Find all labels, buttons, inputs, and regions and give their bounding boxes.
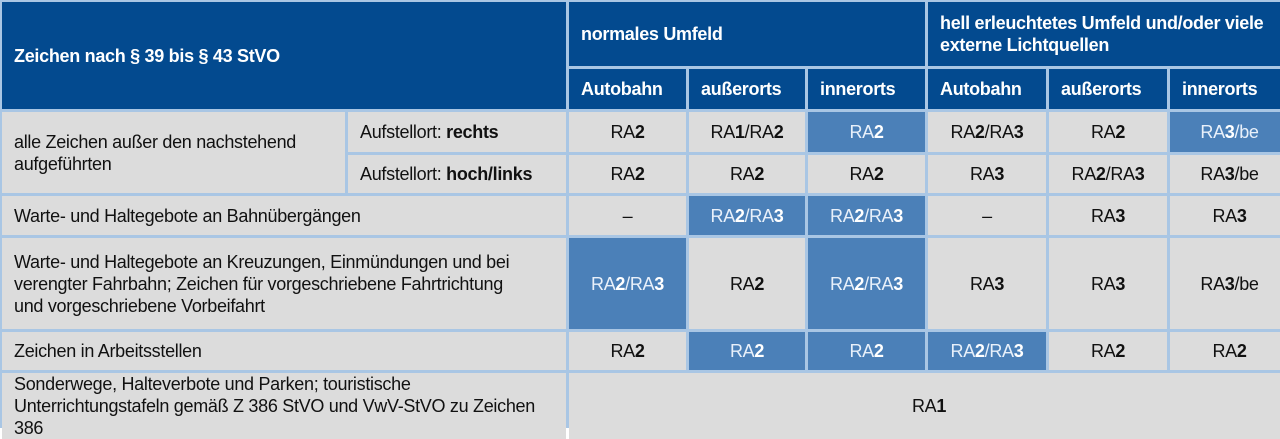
value-cell: RA 3 — [1170, 196, 1280, 235]
column-header: außerorts — [1049, 69, 1167, 109]
row-label: Warte- und Haltegebote an Bahnübergängen — [2, 196, 566, 235]
column-header: Autobahn — [928, 69, 1046, 109]
value-cell: RA 3/be — [1170, 155, 1280, 193]
value-cell: RA 2/RA 3 — [1049, 155, 1167, 193]
sub-row-location: rechts — [446, 122, 499, 142]
value-cell: RA 2 — [689, 238, 805, 329]
column-header: innerorts — [1170, 69, 1280, 109]
value-cell-highlighted: RA 2 — [808, 332, 925, 370]
value-cell: RA 3 — [1049, 238, 1167, 329]
sub-row-prefix: Aufstellort: — [360, 164, 447, 184]
value-cell: RA 2 — [569, 112, 686, 152]
value-cell: – — [569, 196, 686, 235]
value-cell: RA 2 — [808, 155, 925, 193]
column-header: außerorts — [689, 69, 805, 109]
sub-row-label: Aufstellort: rechts — [348, 112, 566, 152]
value-cell: RA 2 — [1049, 332, 1167, 370]
value-cell: RA 2 — [569, 332, 686, 370]
value-cell-highlighted: RA 2/RA 3 — [808, 196, 925, 235]
value-cell: RA 2 — [1049, 112, 1167, 152]
value-cell: RA 2 — [1170, 332, 1280, 370]
value-cell: RA 3 — [928, 238, 1046, 329]
value-cell: RA 3 — [1049, 196, 1167, 235]
sub-row-prefix: Aufstellort: — [360, 122, 447, 142]
group-header-normal: normales Umfeld — [569, 2, 925, 66]
value-cell-highlighted: RA 2/RA 3 — [689, 196, 805, 235]
value-cell-highlighted: RA 2/RA 3 — [569, 238, 686, 329]
row-label: Sonderwege, Halteverbote und Parken; tou… — [2, 373, 566, 439]
column-header: innerorts — [808, 69, 925, 109]
column-header: Autobahn — [569, 69, 686, 109]
sub-row-location: hoch/links — [446, 164, 533, 184]
value-cell-highlighted: RA 2 — [808, 112, 925, 152]
group-header-bright: hell erleuchtetes Umfeld und/oder viele … — [928, 2, 1280, 66]
sub-row-label: Aufstellort: hoch/links — [348, 155, 566, 193]
table-title: Zeichen nach § 39 bis § 43 StVO — [2, 2, 566, 109]
row-label: Warte- und Haltegebote an Kreuzungen, Ei… — [2, 238, 566, 329]
value-cell-highlighted: RA 2/RA 3 — [808, 238, 925, 329]
value-cell-highlighted: RA 2 — [689, 332, 805, 370]
value-cell: RA 1/RA 2 — [689, 112, 805, 152]
value-cell: RA 3 — [928, 155, 1046, 193]
value-cell-highlighted: RA 2/RA 3 — [928, 332, 1046, 370]
value-cell-highlighted: RA 3/be — [1170, 112, 1280, 152]
row-label: Zeichen in Arbeitsstellen — [2, 332, 566, 370]
value-cell: RA 2 — [569, 155, 686, 193]
value-cell: RA 2/RA 3 — [928, 112, 1046, 152]
value-cell: – — [928, 196, 1046, 235]
value-cell: RA 2 — [689, 155, 805, 193]
value-cell-all: RA 1 — [569, 373, 1280, 439]
value-cell: RA 3/be — [1170, 238, 1280, 329]
row-label: alle Zeichen außer den nachstehend aufge… — [2, 112, 345, 193]
